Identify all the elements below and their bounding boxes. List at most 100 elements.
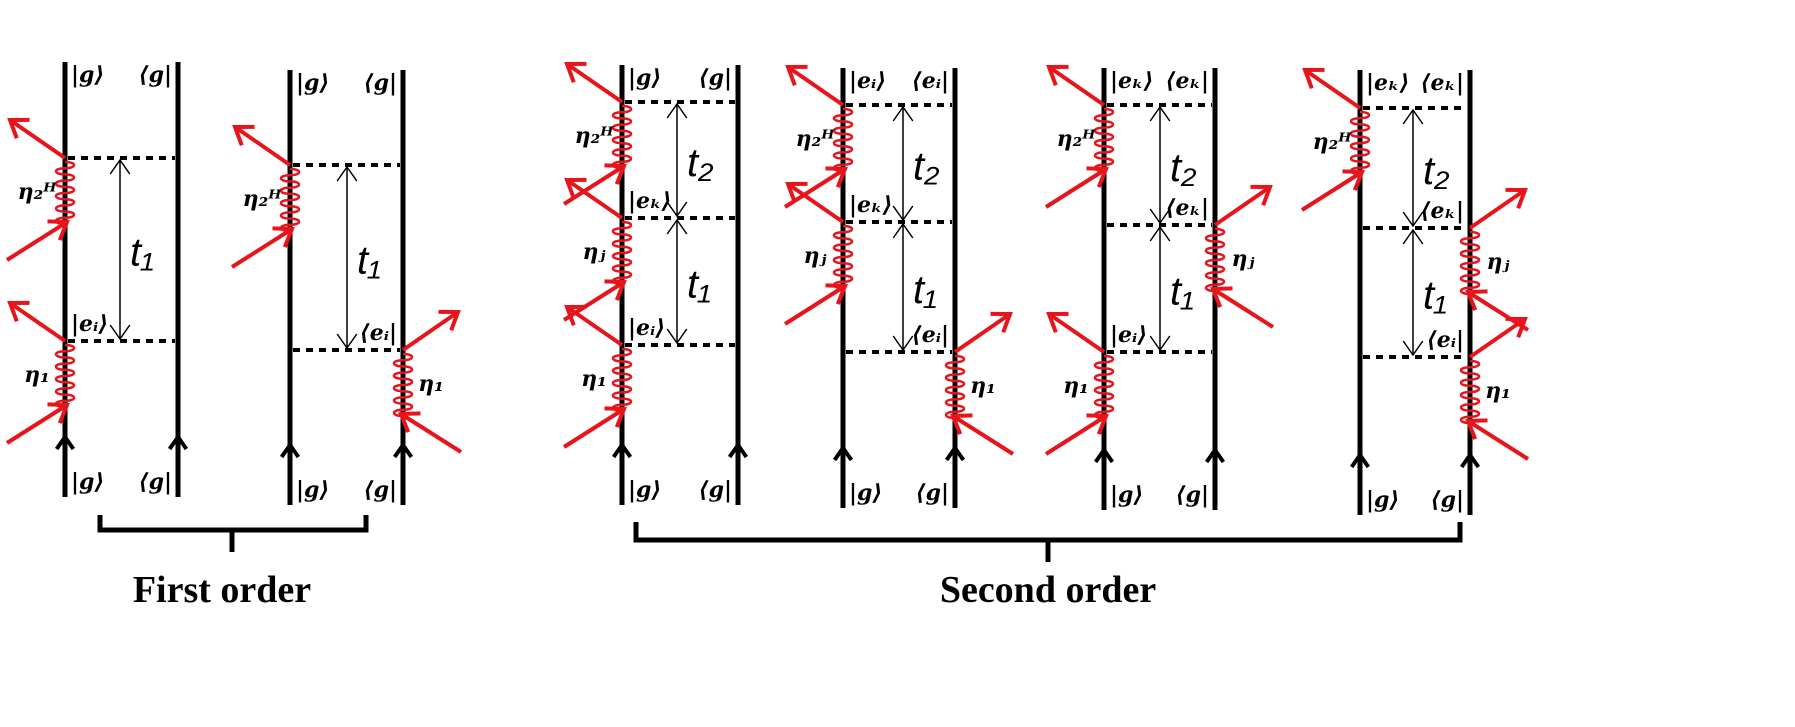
arrowhead [892,205,914,222]
incoming-photon [951,414,1015,456]
interaction-label: ηⱼ [583,239,606,265]
arrowhead [1086,413,1109,435]
incoming-photon [562,280,626,322]
top-bra-label: ⟨eₖ| [1165,68,1209,94]
outgoing-photon [1047,65,1106,107]
interaction-label: η₁ [418,371,444,397]
arrowhead [1459,451,1481,469]
interaction-1: η₂ᴴ [1044,64,1115,209]
arrowhead [892,222,914,239]
arrowhead [1204,446,1226,464]
interaction-label: η₂ᴴ [1313,129,1353,155]
arrowhead [1342,169,1365,191]
state-label: ⟨eᵢ| [1427,327,1464,353]
interaction-label: η₁ [970,373,996,399]
interaction-label: ηⱼ [1487,249,1510,275]
arrowhead [47,219,70,241]
diagram-6: η₂ᴴ ηⱼ η₁ t₂ t₁ |eₖ⟩ ⟨eₖ| |g⟩ ⟨g| ⟨eₖ| ⟨eᵢ| [1300,67,1530,515]
state-label: |eᵢ⟩ [71,311,108,337]
incoming-photon [1044,414,1108,456]
incoming-photon [562,407,626,449]
diagram-2: η₂ᴴ η₁ t₁ |g⟩ ⟨g| |g⟩ ⟨g| ⟨eᵢ| [230,70,463,505]
state-label: |eᵢ⟩ [1110,322,1147,348]
interaction-label: η₂ᴴ [243,186,283,212]
state-label: ⟨eᵢ| [360,320,397,346]
arrowhead [1149,225,1171,242]
outgoing-photon [1303,68,1362,110]
arrowhead [611,441,633,459]
arrowhead [785,64,808,87]
photon-wave [54,160,76,226]
arrowhead [604,406,627,428]
arrowhead [944,444,966,462]
second-order-bracket [633,522,1463,562]
arrowhead [892,335,914,352]
outgoing-photon [953,312,1012,354]
outgoing-photon [1213,185,1272,227]
diagram-5: η₂ᴴ ηⱼ η₁ t₂ t₁ |eₖ⟩ ⟨eₖ| |g⟩ ⟨g| ⟨eₖ| |eᵢ⟩ [1044,64,1275,510]
bottom-bra-label: ⟨g| [139,469,172,495]
arrowhead [564,61,587,84]
bottom-ket-label: |g⟩ [296,477,329,503]
interaction-label: η₁ [581,366,607,392]
interaction-label: ηⱼ [804,243,827,269]
bottom-bra-label: ⟨g| [916,480,949,506]
interaction-label: η₁ [1485,378,1511,404]
incoming-photon [1466,419,1530,461]
interval-label: t₁ [913,268,937,312]
top-ket-label: |eₖ⟩ [1110,68,1154,94]
outgoing-photon [8,301,67,343]
arrowhead [438,309,461,332]
incoming-photon [1211,287,1275,329]
top-bra-label: ⟨eᵢ| [912,68,949,94]
first-order-bracket [97,515,369,552]
incoming-photon [5,220,69,262]
arrowhead [825,283,848,305]
arrowhead [1149,105,1171,122]
second-order-caption: Second order [940,569,1157,611]
interaction-1: η₂ᴴ [562,61,633,206]
arrowhead [1402,228,1424,245]
top-ket-label: |eᵢ⟩ [849,68,886,94]
bottom-bra-label: ⟨g| [1431,487,1464,513]
arrowhead [1302,67,1325,90]
arrowhead [1402,340,1424,357]
arrowhead [7,117,30,140]
diagram-1: η₂ᴴ η₁ t₁ |g⟩ ⟨g| |g⟩ ⟨g| |eᵢ⟩ [5,62,189,497]
arrowhead [604,163,627,185]
arrowhead [832,444,854,462]
interaction-label: η₁ [1063,373,1089,399]
interval-label: t₁ [130,231,154,275]
photon-wave [611,220,633,286]
interaction-2: η₁ [5,300,76,445]
arrowhead [109,158,131,175]
arrowhead [1086,166,1109,188]
interaction-label: η₁ [24,362,50,388]
state-label: ⟨eᵢ| [912,322,949,348]
bottom-ket-label: |g⟩ [1110,482,1143,508]
outgoing-photon [565,62,624,104]
state-label: ⟨eₖ| [1420,198,1464,224]
incoming-photon [1300,170,1364,212]
outgoing-photon [1468,317,1527,359]
arrowhead [666,328,688,345]
arrowhead [392,441,414,459]
arrowhead [666,218,688,235]
arrowhead [1349,451,1371,469]
top-ket-label: |eₖ⟩ [1366,70,1410,96]
arrowhead [7,300,30,323]
outgoing-photon [786,182,845,224]
state-label: |eᵢ⟩ [628,315,665,341]
interval-label: t₁ [357,239,381,283]
outgoing-photon [233,125,292,167]
arrowhead [232,124,255,147]
arrowhead [1250,184,1273,207]
interaction-label: η₂ᴴ [18,179,58,205]
interaction-3: η₁ [1459,316,1530,461]
arrowhead [990,311,1013,334]
incoming-photon [1044,167,1108,209]
bottom-ket-label: |g⟩ [849,480,882,506]
arrowhead [666,102,688,119]
interaction-1: η₂ᴴ [230,124,301,269]
